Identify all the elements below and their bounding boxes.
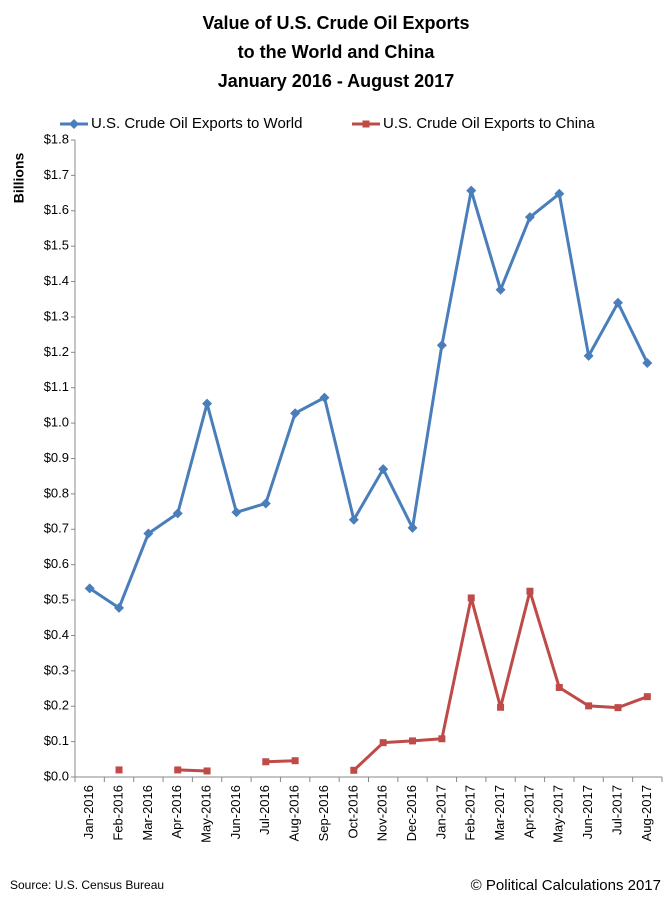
data-point [174, 766, 182, 774]
y-tick-label: $1.8 [44, 131, 69, 146]
y-tick-label: $1.0 [44, 415, 69, 430]
y-tick-label: $0.6 [44, 556, 69, 571]
data-point [555, 683, 563, 691]
y-tick-label: $0.8 [44, 485, 69, 500]
y-tick-label: $0.0 [44, 768, 69, 783]
data-point [348, 514, 359, 525]
x-tick-label: Apr-2017 [521, 785, 536, 838]
series-line [88, 189, 649, 610]
data-point [203, 767, 211, 775]
x-tick-label: Dec-2016 [404, 785, 419, 841]
data-point [614, 704, 622, 712]
x-tick-label: Mar-2016 [140, 785, 155, 841]
x-tick-label: Aug-2017 [639, 785, 654, 841]
x-tick-label: Mar-2017 [492, 785, 507, 841]
y-axis-label: Billions [11, 153, 27, 204]
chart-title: January 2016 - August 2017 [218, 71, 454, 91]
data-point [379, 739, 387, 747]
data-point [585, 702, 593, 710]
data-point [262, 758, 270, 766]
data-point [362, 120, 370, 128]
y-tick-label: $1.2 [44, 344, 69, 359]
data-point [642, 357, 653, 368]
x-tick-label: Aug-2016 [287, 785, 302, 841]
credit: © Political Calculations 2017 [471, 877, 661, 894]
x-tick-label: Feb-2016 [110, 785, 125, 841]
y-tick-label: $1.6 [44, 202, 69, 217]
x-tick-label: Oct-2016 [345, 785, 360, 838]
y-tick-label: $1.3 [44, 308, 69, 323]
data-point [319, 392, 330, 403]
y-tick-label: $1.5 [44, 238, 69, 253]
y-tick-label: $0.4 [44, 627, 69, 642]
legend-label: U.S. Crude Oil Exports to China [383, 115, 595, 132]
data-point [291, 757, 299, 765]
data-point [467, 594, 475, 602]
data-point [438, 735, 446, 743]
data-point [407, 522, 418, 533]
x-tick-label: May-2016 [199, 785, 214, 843]
x-tick-label: Jul-2016 [257, 785, 272, 835]
x-tick-label: Jun-2016 [228, 785, 243, 839]
data-point [260, 498, 271, 509]
data-point [69, 119, 79, 129]
data-point [172, 508, 183, 519]
y-tick-label: $0.2 [44, 698, 69, 713]
y-tick-label: $0.5 [44, 591, 69, 606]
x-tick-label: Jul-2017 [609, 785, 624, 835]
x-tick-label: May-2017 [551, 785, 566, 843]
x-tick-label: Jan-2016 [81, 785, 96, 839]
x-tick-label: Apr-2016 [169, 785, 184, 838]
data-point [114, 602, 125, 613]
data-point [115, 766, 123, 774]
x-tick-label: Jun-2017 [580, 785, 595, 839]
data-point [350, 766, 358, 774]
data-point [643, 693, 651, 701]
data-point [409, 737, 417, 745]
source: Source: U.S. Census Bureau [10, 878, 164, 892]
x-tick-label: Sep-2016 [316, 785, 331, 841]
data-point [290, 408, 301, 419]
y-tick-label: $0.7 [44, 521, 69, 536]
data-point [526, 587, 534, 595]
y-tick-label: $1.4 [44, 273, 69, 288]
data-point [583, 350, 594, 361]
data-point [495, 284, 506, 295]
y-tick-label: $0.1 [44, 733, 69, 748]
legend-label: U.S. Crude Oil Exports to World [91, 115, 302, 132]
y-tick-label: $0.3 [44, 662, 69, 677]
data-point [143, 528, 154, 539]
y-tick-label: $1.7 [44, 167, 69, 182]
data-point [231, 507, 242, 518]
chart-title: Value of U.S. Crude Oil Exports [202, 13, 469, 33]
chart-title: to the World and China [238, 42, 436, 62]
data-point [202, 398, 213, 409]
y-tick-label: $0.9 [44, 450, 69, 465]
data-point [436, 340, 447, 351]
data-point [497, 703, 505, 711]
data-point [524, 212, 535, 223]
data-point [378, 464, 389, 475]
x-tick-label: Feb-2017 [463, 785, 478, 841]
x-tick-label: Jan-2017 [433, 785, 448, 839]
x-tick-label: Nov-2016 [375, 785, 390, 841]
data-point [554, 188, 565, 199]
data-point [84, 583, 95, 594]
data-point [612, 297, 623, 308]
data-point [466, 185, 477, 196]
y-tick-label: $1.1 [44, 379, 69, 394]
